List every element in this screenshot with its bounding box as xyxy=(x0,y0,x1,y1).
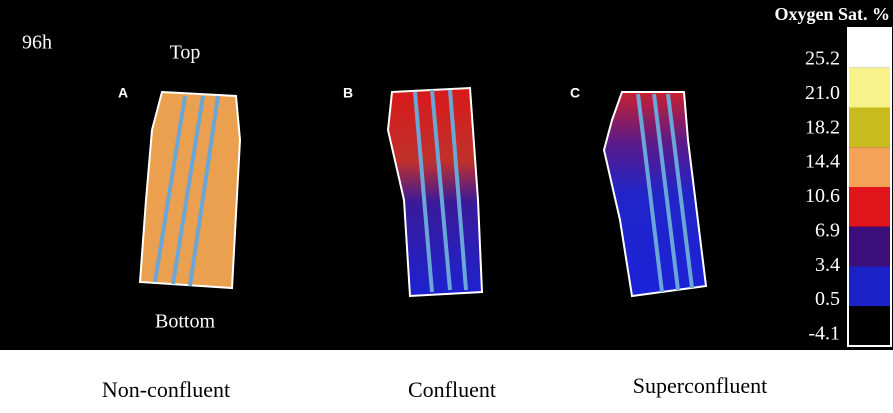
colorbar-label: 25.2 xyxy=(805,48,840,70)
colorbar-label: 21.0 xyxy=(805,82,840,104)
scan-b xyxy=(386,86,484,298)
colorbar-swatch xyxy=(848,147,891,187)
colorbar-swatch xyxy=(848,187,891,227)
time-label: 96h xyxy=(22,32,52,54)
colorbar-label: 14.4 xyxy=(805,151,840,173)
colorbar-label: 18.2 xyxy=(805,116,840,138)
colorbar-label: 0.5 xyxy=(815,288,840,310)
colorbar-swatch xyxy=(848,266,891,307)
bottom-label: Bottom xyxy=(155,311,215,333)
colorbar-swatch xyxy=(848,226,891,267)
colorbar-frame xyxy=(847,27,892,347)
colorbar: 25.2 21.0 18.2 14.4 10.6 6.9 3.4 0.5 -4.1 xyxy=(805,27,892,347)
colorbar-label: 3.4 xyxy=(815,254,840,276)
colorbar-swatch xyxy=(848,28,891,68)
panel-letter: A xyxy=(118,85,128,101)
colorbar-label: 10.6 xyxy=(805,185,840,207)
colorbar-swatch xyxy=(848,306,891,346)
colorbar-label: -4.1 xyxy=(808,323,840,345)
panel-caption: Non-confluent xyxy=(102,377,230,402)
colorbar-swatch xyxy=(848,67,891,108)
colorbar-swatch xyxy=(848,107,891,148)
colorbar-label: 6.9 xyxy=(815,219,840,241)
scan-c xyxy=(602,91,708,298)
panel-letter: B xyxy=(343,85,353,101)
panel-letter: C xyxy=(570,85,580,101)
panel-caption: Superconfluent xyxy=(633,373,767,398)
colorbar-title: Oxygen Sat. % xyxy=(774,4,890,24)
panel-caption: Confluent xyxy=(408,377,496,402)
scan-a xyxy=(138,90,242,290)
top-label: Top xyxy=(170,42,201,64)
